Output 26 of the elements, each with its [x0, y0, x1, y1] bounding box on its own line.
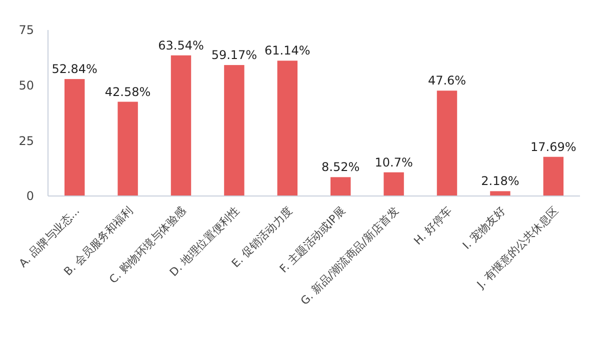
data-label: 52.84% [52, 62, 98, 76]
data-label: 61.14% [264, 44, 310, 58]
bar [64, 79, 85, 196]
data-label: 10.7% [374, 155, 413, 170]
bar [224, 65, 244, 196]
data-label: 63.54% [158, 38, 204, 52]
bar [436, 90, 458, 196]
data-label: 8.52% [322, 160, 360, 174]
x-tick-label: H. 好停车 [411, 204, 455, 248]
data-label: 59.17% [211, 48, 258, 62]
data-label: 2.18% [481, 174, 520, 188]
bar [543, 156, 564, 196]
y-tick-label: 25 [18, 134, 34, 148]
y-tick-label: 50 [18, 78, 34, 93]
x-tick-label: I. 宠物友好 [460, 204, 508, 252]
bar [170, 55, 192, 196]
bar [330, 177, 351, 196]
bar [118, 102, 138, 196]
bar [490, 191, 510, 196]
data-label: 47.6% [428, 74, 466, 88]
y-tick-label: 75 [18, 23, 34, 38]
bar [384, 172, 404, 196]
data-label: 42.58% [104, 84, 151, 99]
bar [277, 60, 298, 196]
y-tick-label: 0 [26, 189, 34, 204]
data-label: 17.69% [530, 140, 576, 154]
